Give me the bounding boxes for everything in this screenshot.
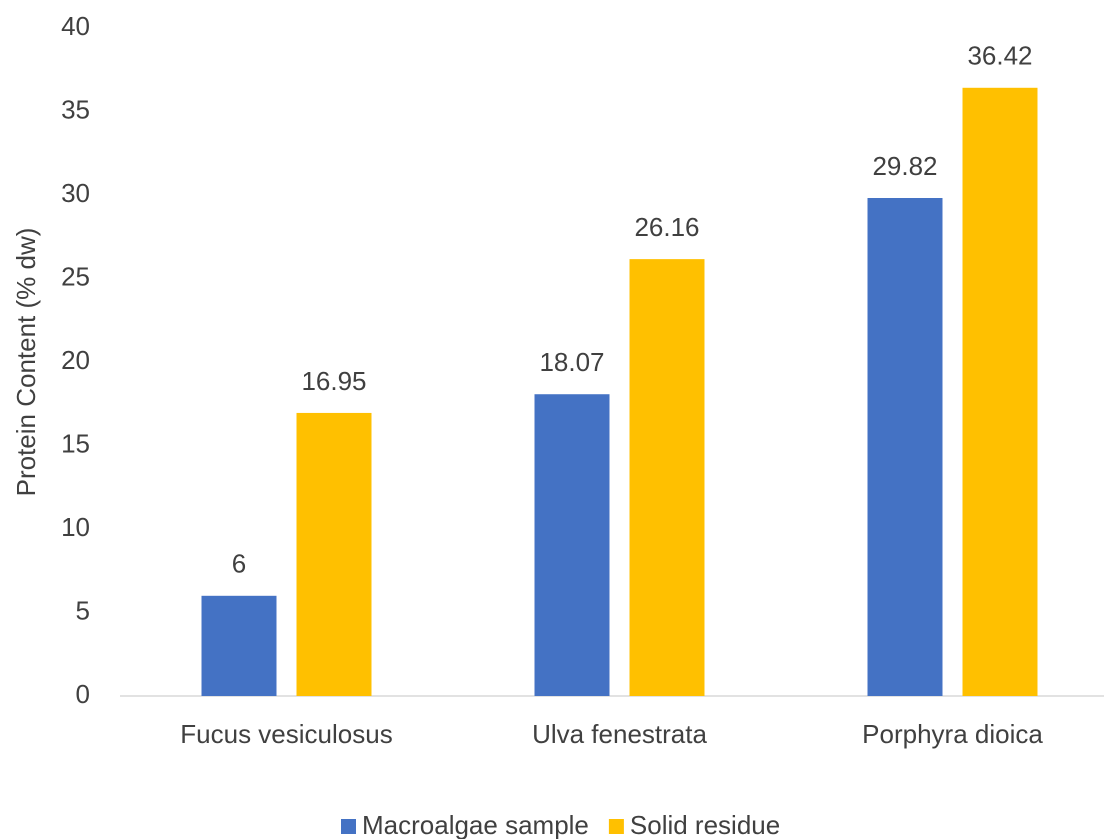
data-label: 29.82	[872, 151, 937, 181]
data-label: 26.16	[634, 212, 699, 242]
data-label: 16.95	[301, 366, 366, 396]
legend-label: Macroalgae sample	[362, 810, 589, 839]
y-axis-label: Protein Content (% dw)	[11, 228, 41, 497]
bar	[534, 394, 610, 696]
data-label: 6	[232, 549, 246, 579]
y-tick-label: 40	[61, 11, 90, 41]
y-tick-label: 10	[61, 512, 90, 542]
y-tick-label: 30	[61, 178, 90, 208]
x-tick-label: Porphyra dioica	[862, 719, 1043, 749]
bar	[629, 259, 705, 696]
bar	[201, 595, 277, 696]
legend-swatch	[608, 819, 624, 834]
y-tick-label: 20	[61, 345, 90, 375]
y-tick-label: 35	[61, 94, 90, 124]
x-tick-label: Fucus vesiculosus	[180, 719, 392, 749]
data-label: 18.07	[539, 347, 604, 377]
y-tick-label: 5	[76, 595, 90, 625]
x-tick-label: Ulva fenestrata	[532, 719, 707, 749]
y-tick-label: 25	[61, 261, 90, 291]
bar	[296, 412, 372, 696]
bar	[962, 87, 1038, 696]
data-label: 36.42	[967, 41, 1032, 71]
y-tick-label: 0	[76, 679, 90, 709]
y-tick-label: 15	[61, 428, 90, 458]
legend-swatch	[341, 819, 356, 834]
legend-label: Solid residue	[630, 810, 780, 839]
bar	[867, 198, 943, 697]
